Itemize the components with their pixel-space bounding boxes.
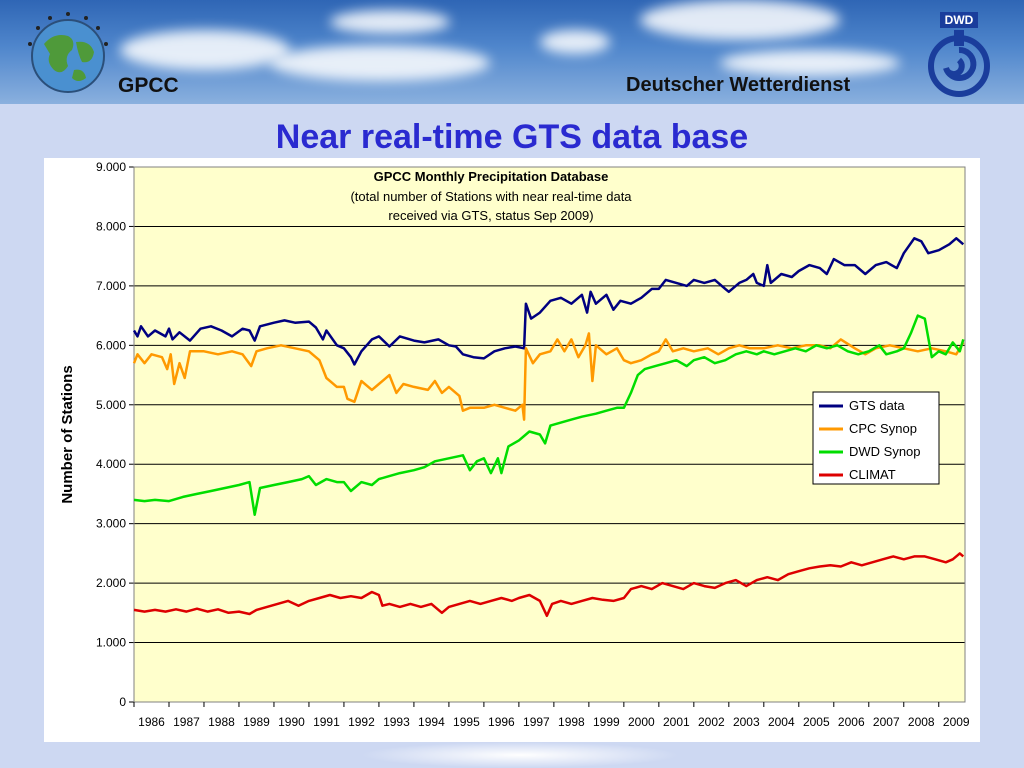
cloud-decoration — [120, 30, 290, 70]
x-tick-label: 2003 — [733, 715, 760, 729]
x-tick-label: 1987 — [173, 715, 200, 729]
legend-label: GTS data — [849, 398, 905, 413]
y-tick-label: 5.000 — [96, 398, 126, 412]
x-tick-label: 1995 — [453, 715, 480, 729]
cloud-decoration — [540, 30, 610, 54]
series-line-dwd-synop — [133, 314, 965, 517]
x-tick-label: 1997 — [523, 715, 550, 729]
x-tick-label: 1992 — [348, 715, 375, 729]
y-tick-label: 0 — [119, 695, 126, 709]
x-tick-label: 2008 — [908, 715, 935, 729]
line-chart: 0 1.000 2.000 3.000 4.000 5.000 6.000 7.000 8.00… — [59, 160, 970, 729]
y-tick-label: 8.000 — [96, 219, 126, 233]
y-tick-label: 1.000 — [96, 636, 126, 650]
globe-logo-icon — [28, 12, 108, 93]
chart-subtitle: (total number of Stations with near real… — [350, 189, 632, 204]
y-tick-label: 6.000 — [96, 338, 126, 352]
x-tick-label: 1991 — [313, 715, 340, 729]
x-tick-label: 1990 — [278, 715, 305, 729]
y-tick-label: 9.000 — [96, 160, 126, 174]
dwd-label: Deutscher Wetterdienst — [626, 74, 851, 96]
x-tick-label: 2009 — [943, 715, 970, 729]
x-tick-label: 2007 — [873, 715, 900, 729]
chart-container: 0 1.000 2.000 3.000 4.000 5.000 6.000 7.000 8.00… — [44, 158, 980, 742]
legend-label: DWD Synop — [849, 444, 921, 459]
x-tick-label: 2006 — [838, 715, 865, 729]
cloud-decoration — [330, 10, 450, 34]
slide-title: Near real-time GTS data base — [275, 118, 749, 156]
series-line-cpc-synop — [132, 332, 965, 421]
x-tick-label: 2001 — [663, 715, 690, 729]
y-tick-label: 4.000 — [96, 457, 126, 471]
cloud-decoration — [640, 0, 840, 40]
x-tick-label: 1999 — [593, 715, 620, 729]
header-banner: GPCC Deutscher Wetterdienst DWD — [0, 0, 1024, 104]
series-line-climat — [133, 552, 965, 618]
x-tick-label: 2002 — [698, 715, 725, 729]
y-tick-label: 7.000 — [96, 279, 126, 293]
legend-label: CPC Synop — [849, 421, 917, 436]
dwd-swirl-icon: DWD — [928, 12, 990, 97]
bottom-glow-decoration — [360, 742, 680, 768]
x-tick-label: 1994 — [418, 715, 445, 729]
x-tick-label: 2000 — [628, 715, 655, 729]
cloud-decoration — [720, 50, 900, 76]
x-tick-label: 1998 — [558, 715, 585, 729]
x-tick-label: 1993 — [383, 715, 410, 729]
legend-label: CLIMAT — [849, 467, 896, 482]
x-tick-label: 1986 — [138, 715, 165, 729]
x-tick-label: 1996 — [488, 715, 515, 729]
plot-border — [133, 166, 966, 703]
gpcc-label: GPCC — [118, 74, 179, 97]
chart-title: GPCC Monthly Precipitation Database — [374, 169, 609, 184]
chart-subtitle: received via GTS, status Sep 2009) — [388, 208, 593, 223]
series-line-gts-data — [132, 237, 965, 366]
y-axis-label: Number of Stations — [59, 365, 76, 503]
cloud-decoration — [270, 45, 490, 81]
x-tick-label: 1989 — [243, 715, 270, 729]
x-tick-label: 2005 — [803, 715, 830, 729]
y-tick-label: 2.000 — [96, 576, 126, 590]
x-tick-label: 2004 — [768, 715, 795, 729]
dwd-badge-text: DWD — [945, 13, 974, 27]
y-tick-label: 3.000 — [96, 517, 126, 531]
x-tick-label: 1988 — [208, 715, 235, 729]
